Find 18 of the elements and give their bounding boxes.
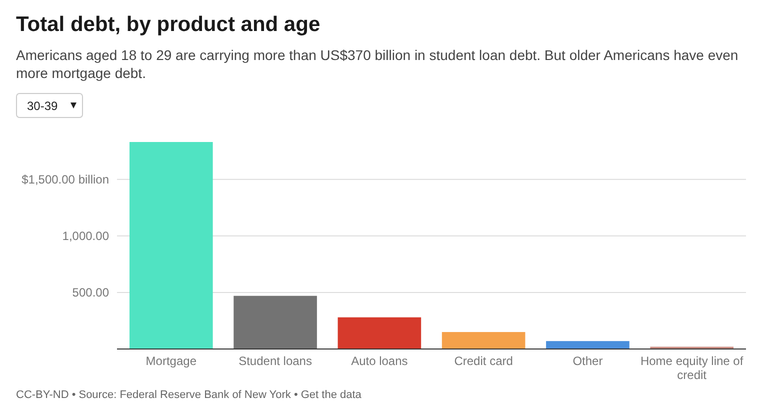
bar	[546, 341, 630, 349]
x-tick-label: Other	[572, 354, 603, 368]
x-tick-label: Credit card	[454, 354, 513, 368]
x-tick-label: Auto loans	[351, 354, 408, 368]
bar	[234, 296, 317, 349]
x-tick-label: Student loans	[238, 354, 312, 368]
chart-title: Total debt, by product and age	[16, 13, 320, 36]
text: CC-BY-ND • Source: Federal Reserve Bank of New York • Get the data	[16, 389, 362, 401]
dropdown-field: 30-39	[16, 93, 83, 118]
bar	[129, 142, 213, 349]
y-tick-label: 1,000.00	[62, 229, 110, 244]
y-tick-label: $1,500.00 billion	[22, 172, 109, 187]
x-tick-label: Home equity line of credit	[640, 354, 744, 382]
x-tick-label: Mortgage	[146, 354, 197, 368]
bar	[442, 332, 526, 349]
y-tick-label: 500.00	[72, 286, 110, 300]
chart-subtitle: Americans aged 18 to 29 are carrying more than US$370 billion in student loan debt. But older Americans have even more mortgage debt.	[16, 47, 738, 81]
bar	[338, 317, 422, 349]
